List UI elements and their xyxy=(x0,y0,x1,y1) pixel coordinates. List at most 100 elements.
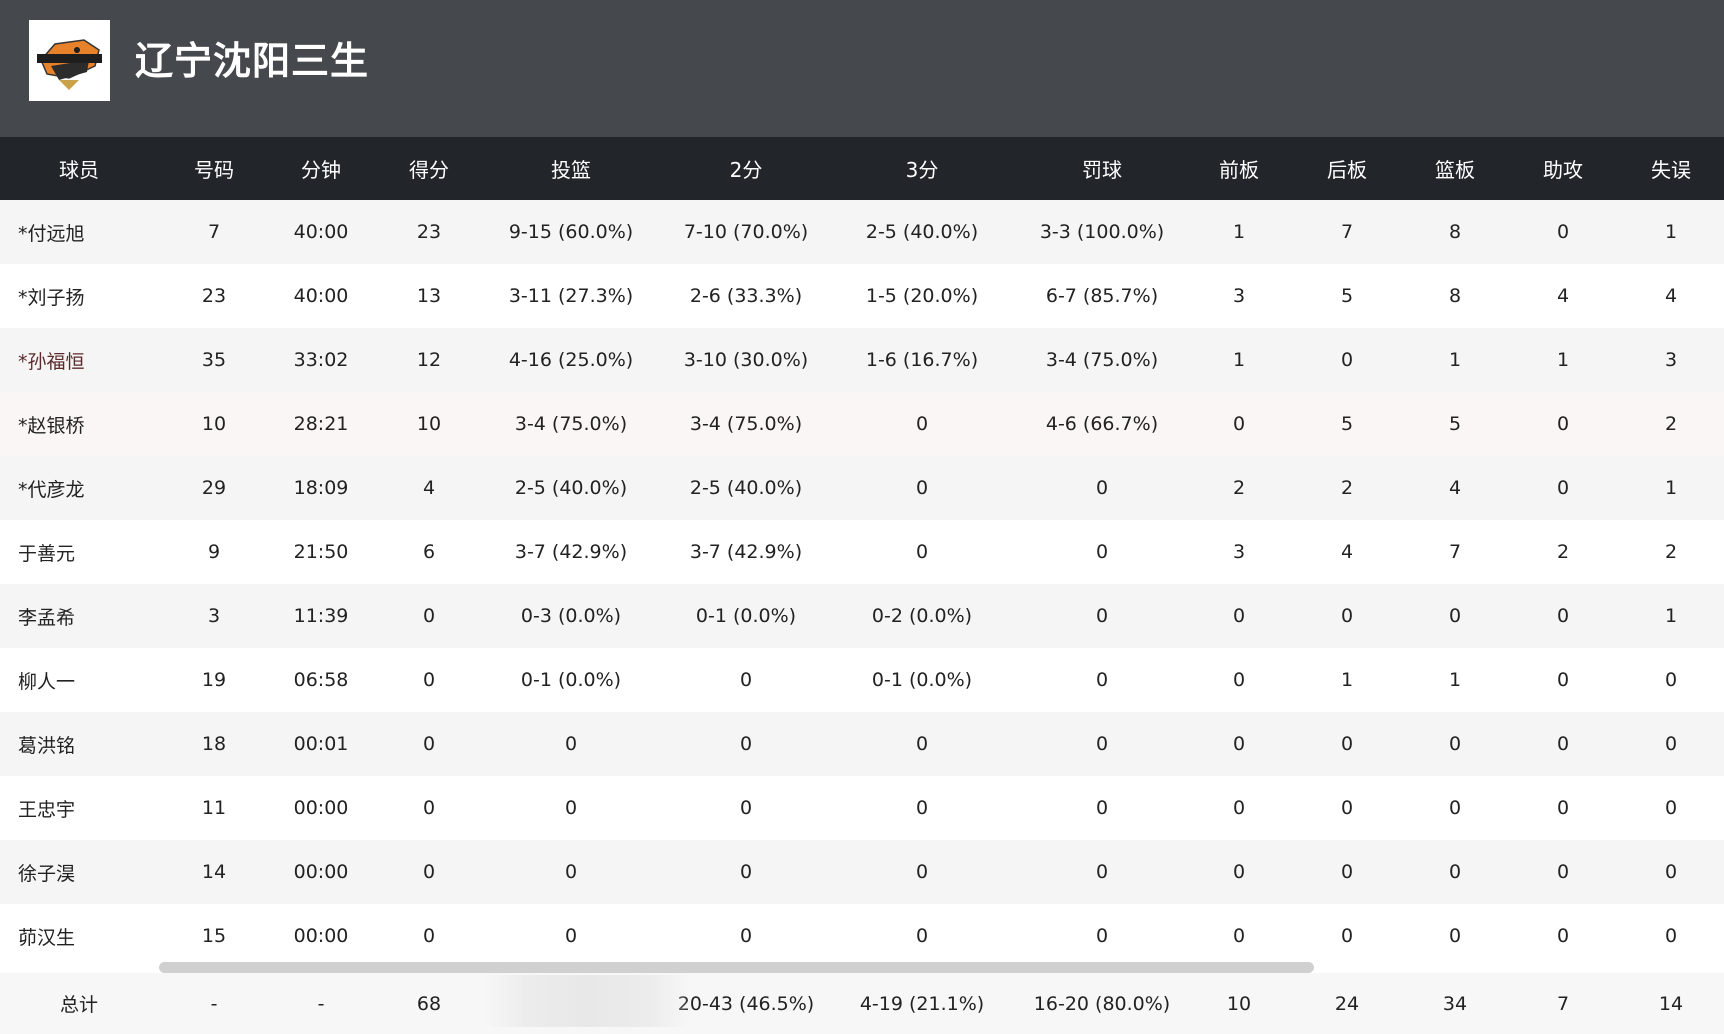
cell-turnovers: 1 xyxy=(1664,221,1678,243)
cell-minutes: 18:09 xyxy=(293,477,349,499)
cell-offensive-rebounds: 0 xyxy=(1232,861,1246,883)
column-header-player-name: 球员 xyxy=(59,158,99,182)
cell-free-throws: 0 xyxy=(1095,477,1109,499)
table-row: 茆汉生 15 00:00 0 0 0 0 0 0 0 0 0 0 xyxy=(0,904,1724,968)
cell-points: 13 xyxy=(416,285,442,307)
cell-points: 0 xyxy=(422,605,436,627)
cell-field-goals: 0 xyxy=(564,797,578,819)
cell-assists: 0 xyxy=(1556,605,1570,627)
cell-number: 7 xyxy=(207,221,221,243)
cell-number: 3 xyxy=(207,605,221,627)
cell-turnovers: 1 xyxy=(1664,477,1678,499)
cell-two-pointers: 0 xyxy=(739,861,753,883)
column-header-number: 号码 xyxy=(194,158,234,182)
total-two-pointers: 20-43 (46.5%) xyxy=(677,992,815,1015)
player-name-link[interactable]: *孙福恒 xyxy=(18,350,85,373)
cell-number: 11 xyxy=(201,797,227,819)
player-name-link[interactable]: 王忠宇 xyxy=(18,798,76,821)
column-header-defensive-rebounds: 后板 xyxy=(1327,158,1367,182)
player-name-link[interactable]: 茆汉生 xyxy=(18,926,76,949)
cell-defensive-rebounds: 0 xyxy=(1340,733,1354,755)
player-name-link[interactable]: 于善元 xyxy=(18,542,76,565)
cell-offensive-rebounds: 0 xyxy=(1232,797,1246,819)
cell-offensive-rebounds: 0 xyxy=(1232,605,1246,627)
cell-three-pointers: 0 xyxy=(915,861,929,883)
cell-free-throws: 0 xyxy=(1095,861,1109,883)
cell-two-pointers: 3-7 (42.9%) xyxy=(689,541,803,563)
cell-minutes: 00:01 xyxy=(293,733,349,755)
cell-turnovers: 0 xyxy=(1664,797,1678,819)
cell-rebounds: 0 xyxy=(1448,605,1462,627)
column-header-three-pointers: 3分 xyxy=(905,158,939,182)
total-three-pointers: 4-19 (21.1%) xyxy=(859,992,985,1015)
cell-turnovers: 0 xyxy=(1664,733,1678,755)
cell-minutes: 11:39 xyxy=(293,605,349,627)
cell-rebounds: 7 xyxy=(1448,541,1462,563)
team-header: 辽宁沈阳三生 xyxy=(0,0,1724,137)
cell-assists: 0 xyxy=(1556,221,1570,243)
cell-number: 19 xyxy=(201,669,227,691)
cell-assists: 0 xyxy=(1556,733,1570,755)
cell-turnovers: 2 xyxy=(1664,541,1678,563)
cell-rebounds: 0 xyxy=(1448,733,1462,755)
cell-field-goals: 9-15 (60.0%) xyxy=(508,221,634,243)
cell-free-throws: 3-3 (100.0%) xyxy=(1039,221,1165,243)
cell-rebounds: 8 xyxy=(1448,221,1462,243)
cell-offensive-rebounds: 1 xyxy=(1232,349,1246,371)
player-name-link[interactable]: 徐子淏 xyxy=(18,862,76,885)
table-row: *付远旭 7 40:00 23 9-15 (60.0%) 7-10 (70.0%) 2-5 … xyxy=(0,200,1724,264)
player-name-link[interactable]: *代彦龙 xyxy=(18,478,85,501)
horizontal-scrollbar[interactable] xyxy=(159,962,1314,973)
cell-field-goals: 2-5 (40.0%) xyxy=(514,477,628,499)
cell-three-pointers: 0 xyxy=(915,413,929,435)
column-header-free-throws: 罚球 xyxy=(1082,158,1122,182)
player-name-link[interactable]: 柳人一 xyxy=(18,670,76,693)
cell-offensive-rebounds: 0 xyxy=(1232,925,1246,947)
cell-minutes: 00:00 xyxy=(293,797,349,819)
cell-minutes: 33:02 xyxy=(293,349,349,371)
cell-offensive-rebounds: 3 xyxy=(1232,541,1246,563)
cell-number: 23 xyxy=(201,285,227,307)
cell-two-pointers: 0-1 (0.0%) xyxy=(695,605,797,627)
table-row: 王忠宇 11 00:00 0 0 0 0 0 0 0 0 0 0 xyxy=(0,776,1724,840)
cell-three-pointers: 0 xyxy=(915,797,929,819)
player-name-link[interactable]: *刘子扬 xyxy=(18,286,85,309)
player-name-link[interactable]: 李孟希 xyxy=(18,606,76,629)
cell-turnovers: 2 xyxy=(1664,413,1678,435)
table-row: *刘子扬 23 40:00 13 3-11 (27.3%) 2-6 (33.3%) 1-5 … xyxy=(0,264,1724,328)
player-name-link[interactable]: *付远旭 xyxy=(18,222,85,245)
cell-assists: 4 xyxy=(1556,285,1570,307)
cell-assists: 0 xyxy=(1556,797,1570,819)
cell-minutes: 40:00 xyxy=(293,221,349,243)
cell-points: 6 xyxy=(422,541,436,563)
cell-points: 0 xyxy=(422,733,436,755)
column-header-two-pointers: 2分 xyxy=(729,158,763,182)
cell-points: 10 xyxy=(416,413,442,435)
cell-number: 15 xyxy=(201,925,227,947)
cell-assists: 0 xyxy=(1556,669,1570,691)
table-row: 葛洪铭 18 00:01 0 0 0 0 0 0 0 0 0 0 xyxy=(0,712,1724,776)
cell-points: 12 xyxy=(416,349,442,371)
cell-two-pointers: 0 xyxy=(739,925,753,947)
cell-free-throws: 0 xyxy=(1095,797,1109,819)
cell-two-pointers: 2-6 (33.3%) xyxy=(689,285,803,307)
table-header: 球员 号码 分钟 得分 投篮 2分 3分 罚球 前板 后板 篮板 助攻 失误 xyxy=(0,137,1724,200)
total-rebounds: 34 xyxy=(1442,992,1468,1015)
column-header-points: 得分 xyxy=(409,158,449,182)
player-name-link[interactable]: 葛洪铭 xyxy=(18,734,76,757)
cell-defensive-rebounds: 2 xyxy=(1340,477,1354,499)
player-name-link[interactable]: *赵银桥 xyxy=(18,414,85,437)
cell-points: 0 xyxy=(422,925,436,947)
total-offensive-rebounds: 10 xyxy=(1226,992,1252,1015)
cell-defensive-rebounds: 5 xyxy=(1340,413,1354,435)
cell-offensive-rebounds: 0 xyxy=(1232,733,1246,755)
cell-rebounds: 0 xyxy=(1448,861,1462,883)
cell-three-pointers: 1-6 (16.7%) xyxy=(865,349,979,371)
cell-number: 10 xyxy=(201,413,227,435)
cell-two-pointers: 2-5 (40.0%) xyxy=(689,477,803,499)
cell-assists: 1 xyxy=(1556,349,1570,371)
cell-free-throws: 0 xyxy=(1095,925,1109,947)
cell-three-pointers: 0 xyxy=(915,477,929,499)
cell-points: 0 xyxy=(422,861,436,883)
cell-field-goals: 0-1 (0.0%) xyxy=(520,669,622,691)
